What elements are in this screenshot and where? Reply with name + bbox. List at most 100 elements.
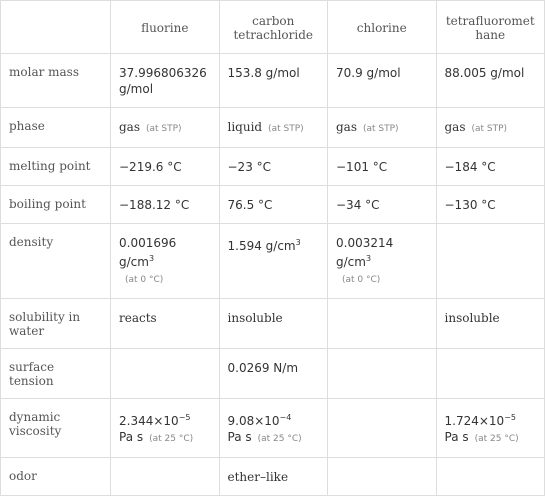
value-text: 1.724×10 [444, 414, 505, 428]
value-text: 1.594 g/cm [227, 239, 296, 253]
value-cell: 88.005 g/mol [435, 53, 545, 108]
superscript: 3 [365, 254, 372, 263]
value-cell: −184 °C [435, 147, 545, 186]
value-cell: 70.9 g/mol [327, 53, 437, 108]
value-text: 153.8 g/mol [227, 66, 300, 80]
row-label: solubility in water [0, 298, 111, 349]
corner-cell [0, 0, 111, 54]
value-text: gas [336, 120, 357, 134]
row-label: surface tension [0, 348, 111, 399]
column-header: chlorine [327, 0, 437, 54]
column-header: tetrafluoromethane [435, 0, 545, 54]
value-text: −34 °C [336, 198, 380, 212]
table-row: density 0.001696 g/cm3 (at 0 °C) 1.594 g/cm… [0, 223, 545, 299]
value-cell [435, 348, 545, 399]
value-text: insoluble [227, 311, 283, 325]
superscript: −5 [178, 413, 191, 422]
value-cell: 153.8 g/mol [218, 53, 328, 108]
value-cell: 0.0269 N/m [218, 348, 328, 399]
value-cell: 1.724×10−5 Pa s (at 25 °C) [435, 398, 545, 458]
condition-note: (at STP) [363, 124, 399, 134]
value-text: insoluble [444, 311, 500, 325]
value-cell: −23 °C [218, 147, 328, 186]
superscript: 3 [148, 254, 155, 263]
value-cell [327, 298, 437, 349]
value-text: −184 °C [444, 160, 496, 174]
value-cell: −219.6 °C [110, 147, 220, 186]
table-row: dynamic viscosity 2.344×10−5 Pa s (at 25 °C… [0, 398, 545, 458]
value-cell: 37.996806326 g/mol [110, 53, 220, 108]
row-label: molar mass [0, 53, 111, 108]
value-cell [110, 348, 220, 399]
value-cell: −130 °C [435, 185, 545, 224]
row-label: density [0, 223, 111, 299]
value-text: gas [444, 120, 466, 134]
table-row: phase gas (at STP) liquid (at STP) gas (at STP… [0, 107, 545, 148]
value-text: −219.6 °C [119, 160, 182, 174]
value-cell: insoluble [435, 298, 545, 349]
value-text: 0.001696 g/cm [119, 236, 177, 269]
value-cell: 0.003214 g/cm3 (at 0 °C) [327, 223, 437, 299]
value-cell: −188.12 °C [110, 185, 220, 224]
header-row: fluorine carbon tetrachloride chlorine tetr… [0, 0, 545, 54]
value-text: −130 °C [444, 198, 496, 212]
row-label: melting point [0, 147, 111, 186]
table-row: surface tension 0.0269 N/m [0, 348, 545, 399]
table-row: solubility in water reacts insoluble insolu… [0, 298, 545, 349]
condition-note: (at 25 °C) [149, 434, 194, 444]
value-cell: gas (at STP) [435, 107, 545, 148]
value-cell: 0.001696 g/cm3 (at 0 °C) [110, 223, 220, 299]
table-row: melting point −219.6 °C −23 °C −101 °C −184 … [0, 147, 545, 186]
value-cell: gas (at STP) [327, 107, 437, 148]
column-header: fluorine [110, 0, 220, 54]
value-cell: 1.594 g/cm3 [218, 223, 328, 299]
condition-note: (at STP) [146, 124, 182, 134]
condition-note: (at 25 °C) [257, 434, 302, 444]
value-text: 76.5 °C [227, 198, 273, 212]
value-text: 9.08×10 [227, 414, 280, 428]
value-cell: 9.08×10−4 Pa s (at 25 °C) [218, 398, 328, 458]
value-text: gas [119, 120, 140, 134]
value-text: ether–like [227, 470, 289, 484]
value-cell: liquid (at STP) [218, 107, 328, 148]
value-text: 88.005 g/mol [444, 66, 525, 80]
unit: Pa s [227, 430, 252, 444]
value-cell: −34 °C [327, 185, 437, 224]
value-cell: insoluble [218, 298, 328, 349]
condition-note: (at 0 °C) [125, 275, 164, 285]
value-text: 37.996806326 g/mol [119, 66, 207, 96]
value-text: −23 °C [227, 160, 272, 174]
superscript: 3 [295, 238, 301, 247]
value-cell: reacts [110, 298, 220, 349]
value-text: reacts [119, 311, 157, 325]
value-text: 0.0269 N/m [227, 361, 299, 375]
column-header: carbon tetrachloride [218, 0, 328, 54]
superscript: −5 [504, 413, 516, 422]
row-label: dynamic viscosity [0, 398, 111, 458]
row-label: phase [0, 107, 111, 148]
table-row: molar mass 37.996806326 g/mol 153.8 g/mol 7… [0, 53, 545, 108]
value-text: −101 °C [336, 160, 388, 174]
value-text: 0.003214 g/cm [336, 236, 394, 269]
value-text: 70.9 g/mol [336, 66, 401, 80]
value-cell: 2.344×10−5 Pa s (at 25 °C) [110, 398, 220, 458]
superscript: −4 [279, 413, 292, 422]
value-cell: −101 °C [327, 147, 437, 186]
condition-note: (at 0 °C) [342, 275, 381, 285]
value-text: liquid [227, 120, 263, 134]
condition-note: (at STP) [471, 124, 508, 134]
value-cell [327, 348, 437, 399]
value-cell [327, 398, 437, 458]
value-text: 2.344×10 [119, 414, 179, 428]
value-text: −188.12 °C [119, 198, 190, 212]
condition-note: (at STP) [268, 124, 304, 134]
table-row: boiling point −188.12 °C 76.5 °C −34 °C −130… [0, 185, 545, 224]
condition-note: (at 25 °C) [474, 434, 519, 444]
unit: Pa s [444, 430, 469, 444]
value-cell: 76.5 °C [218, 185, 328, 224]
value-cell: gas (at STP) [110, 107, 220, 148]
value-cell [435, 223, 545, 299]
unit: Pa s [119, 430, 144, 444]
row-label: boiling point [0, 185, 111, 224]
